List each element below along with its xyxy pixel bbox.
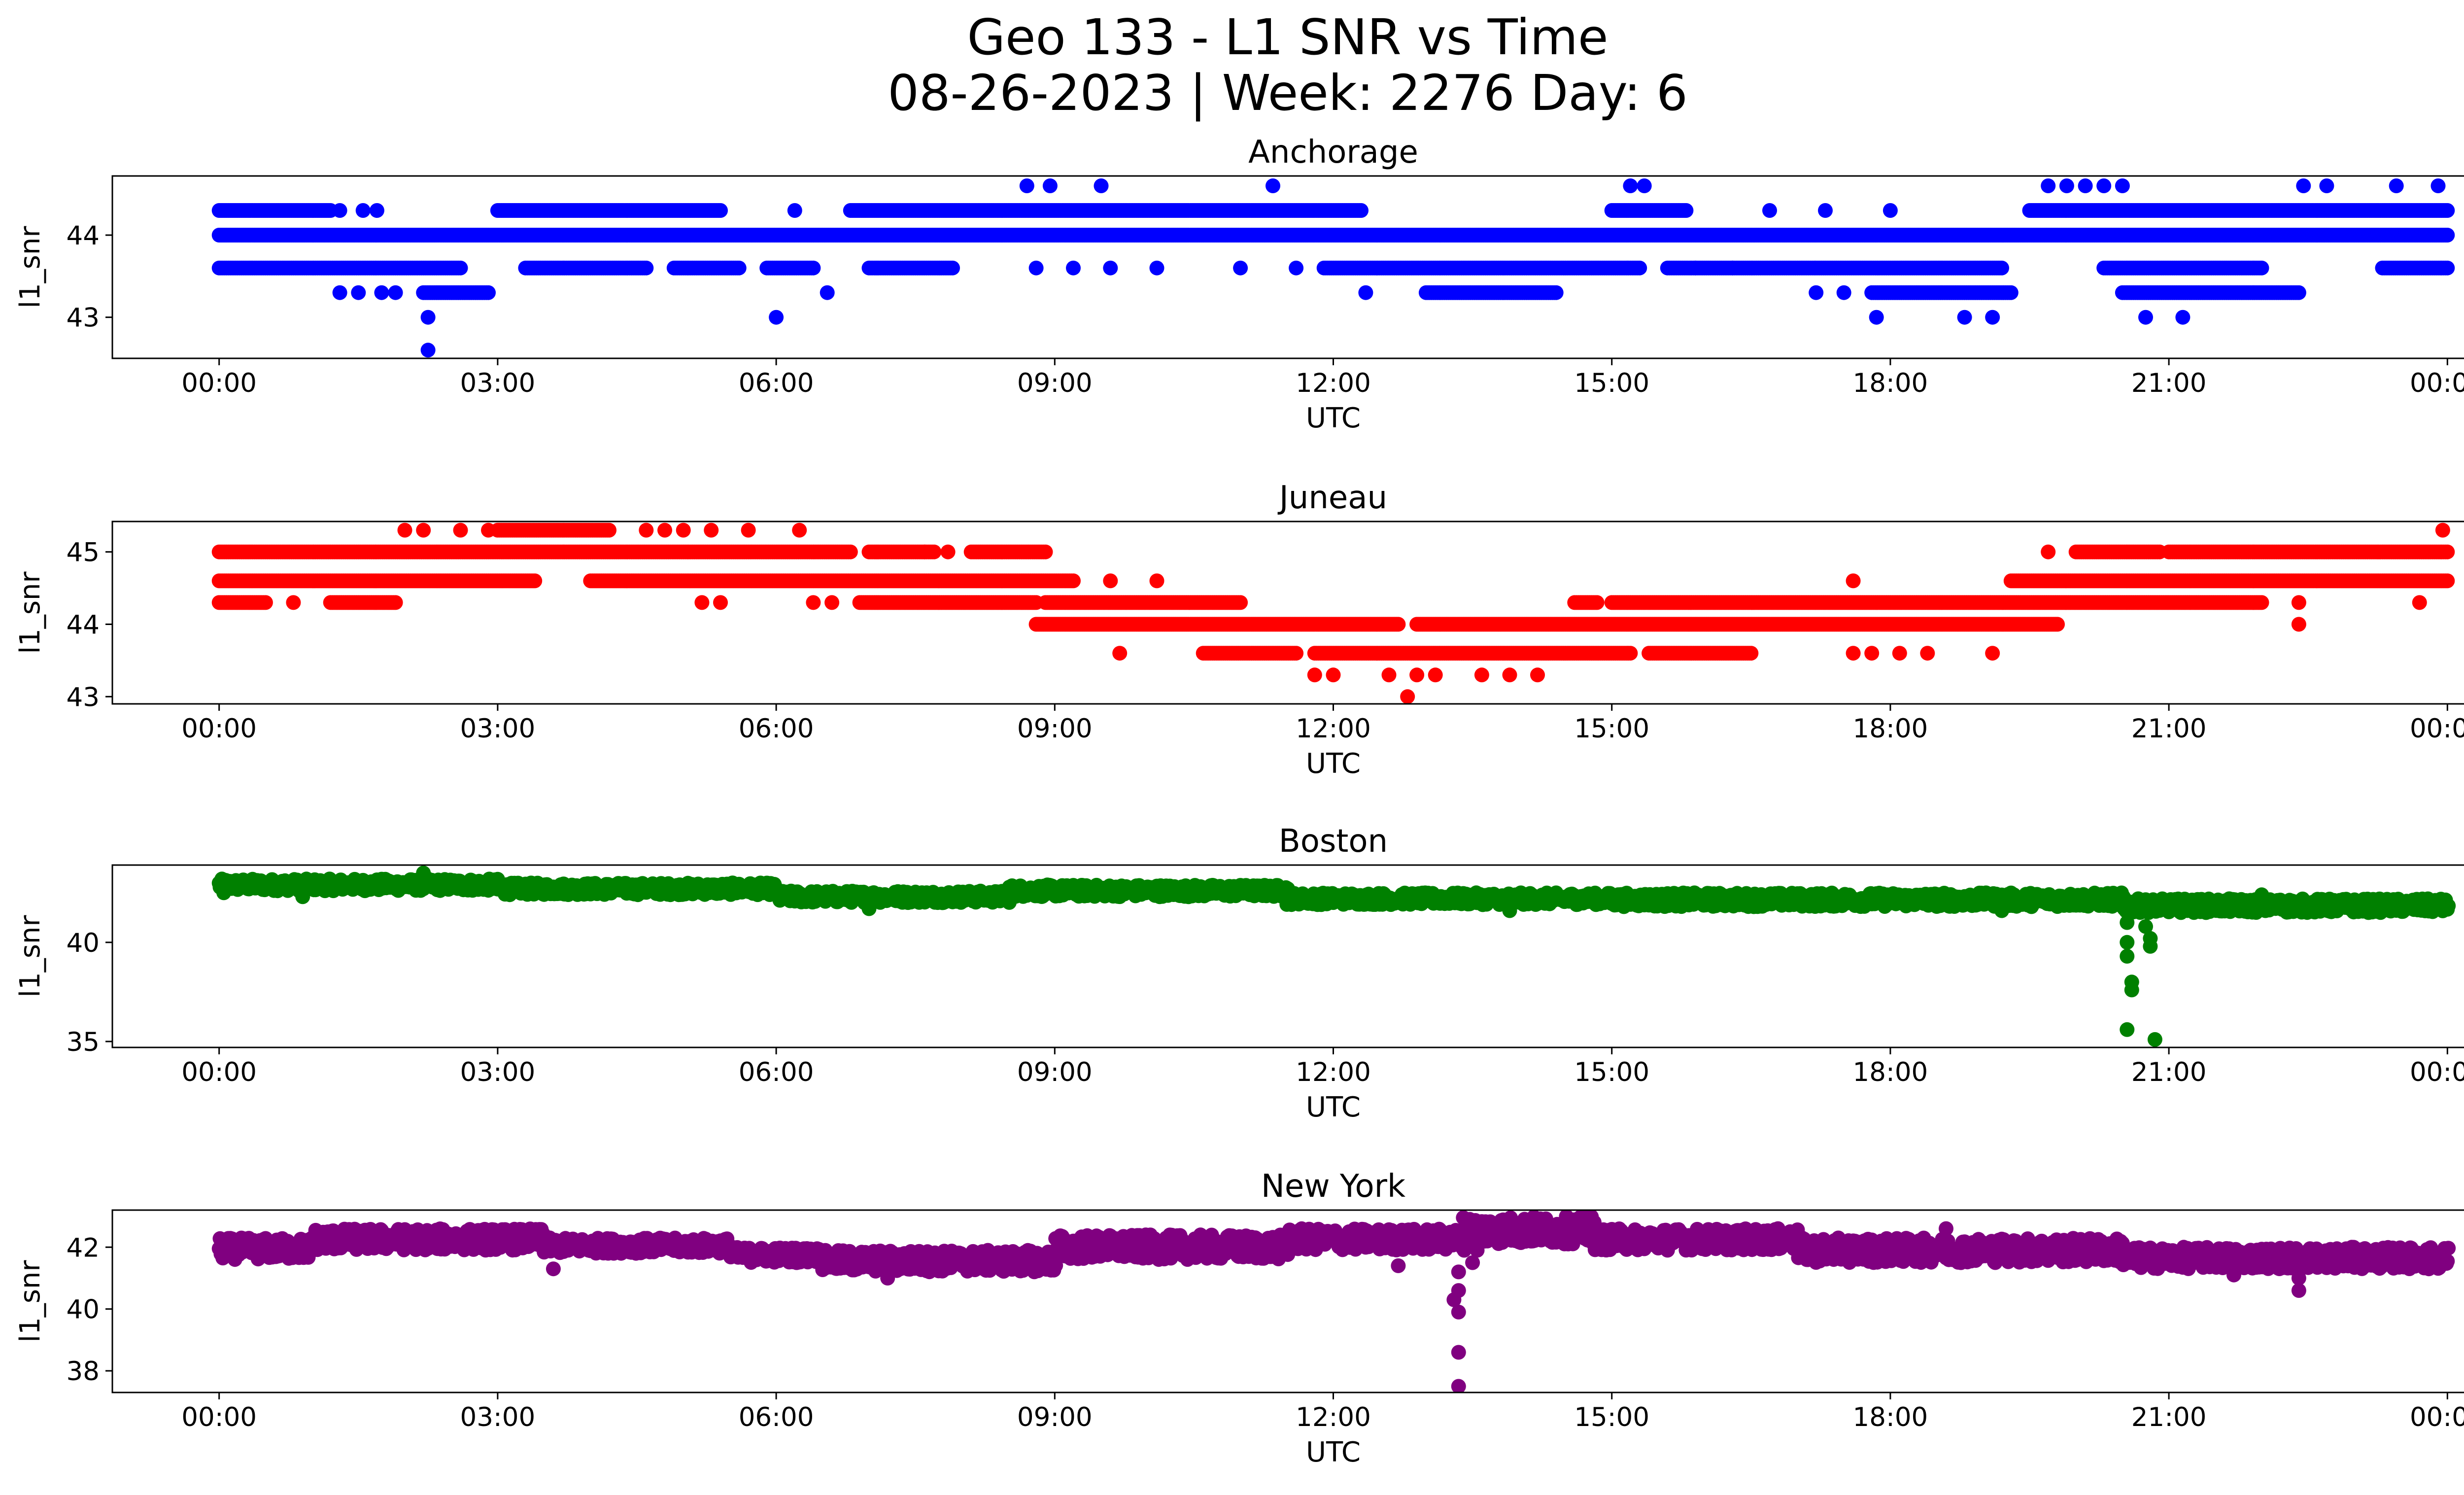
data-point [420, 310, 436, 325]
data-point [374, 285, 389, 300]
data-point [2440, 228, 2455, 243]
x-tick-label: 09:00 [1017, 368, 1093, 398]
data-point [388, 285, 403, 300]
data-point [2430, 178, 2446, 193]
data-point [2096, 178, 2112, 193]
data-point [420, 343, 436, 358]
data-point [713, 203, 728, 218]
data-point [1809, 285, 1824, 300]
data-point [2296, 178, 2311, 193]
subplot-title: Anchorage [1248, 134, 1418, 171]
data-point [843, 544, 858, 559]
data-point [1589, 595, 1605, 610]
data-point [945, 260, 960, 276]
scatter-points [211, 522, 2455, 704]
data-point [1623, 178, 1638, 193]
data-point [1678, 203, 1694, 218]
data-point [1632, 260, 1647, 276]
data-point [1869, 310, 1884, 325]
x-tick-label: 18:00 [1853, 368, 1928, 398]
data-point [787, 203, 802, 218]
data-point [2078, 178, 2093, 193]
data-point [2138, 310, 2153, 325]
data-point [1149, 260, 1164, 276]
data-point [2175, 310, 2190, 325]
data-point [1548, 285, 1564, 300]
y-axis-label: l1_snr [14, 226, 46, 309]
data-point [1289, 260, 1304, 276]
data-point [1358, 285, 1373, 300]
data-point [2440, 544, 2455, 559]
data-point [820, 285, 835, 300]
data-point [806, 260, 821, 276]
data-point [1233, 260, 1248, 276]
figure-title-line2: 08-26-2023 | Week: 2276 Day: 6 [888, 64, 1687, 122]
data-point [2440, 203, 2455, 218]
data-point [2254, 260, 2269, 276]
y-tick-label: 44 [67, 221, 100, 251]
data-point [1836, 285, 1851, 300]
scatter-points [211, 178, 2455, 358]
data-point [2254, 595, 2269, 610]
data-point [1038, 544, 1053, 559]
data-point [1994, 260, 2009, 276]
data-point [1354, 203, 1369, 218]
data-point [1042, 178, 1058, 193]
data-point [1103, 260, 1118, 276]
data-point [527, 573, 543, 589]
data-point [2319, 178, 2334, 193]
data-point [2291, 285, 2306, 300]
data-point [332, 285, 347, 300]
data-point [1094, 178, 1109, 193]
data-point [731, 260, 747, 276]
data-point [2059, 178, 2074, 193]
x-axis-label: UTC [1306, 402, 1361, 434]
data-point [2115, 178, 2130, 193]
data-point [639, 260, 654, 276]
data-point [1028, 260, 1044, 276]
x-tick-label: 06:00 [739, 368, 814, 398]
y-tick-label: 43 [67, 303, 100, 333]
data-point [1019, 178, 1034, 193]
data-point [332, 203, 347, 218]
subplot-title: Juneau [1277, 480, 1387, 516]
data-point [1637, 178, 1652, 193]
data-point [769, 310, 784, 325]
data-point [1882, 203, 1898, 218]
x-tick-label: 15:00 [1574, 368, 1649, 398]
x-tick-label: 21:00 [2131, 368, 2207, 398]
data-point [1066, 573, 1081, 589]
data-point [1688, 260, 1703, 276]
subplot-anchorage: Anchorage 00:00 03:00 06:00 09:00 12:00 15:00 1… [14, 134, 2464, 434]
x-tick-label: 00:00 [181, 368, 257, 398]
data-point [369, 203, 384, 218]
data-point [1725, 260, 1740, 276]
data-point [355, 203, 371, 218]
data-point [258, 595, 273, 610]
x-tick-label: 12:00 [1296, 368, 1371, 398]
data-point [1233, 595, 1248, 610]
subplots: Anchorage 00:00 03:00 06:00 09:00 12:00 15:00 1… [14, 134, 2464, 1468]
data-point [1066, 260, 1081, 276]
data-point [2440, 573, 2455, 589]
data-point [2041, 178, 2056, 193]
data-point [2003, 285, 2019, 300]
data-point [2440, 260, 2455, 276]
data-point [1818, 203, 1833, 218]
x-tick-label: 03:00 [460, 368, 535, 398]
data-point [351, 285, 366, 300]
data-point [481, 285, 496, 300]
data-point [453, 260, 468, 276]
figure-title-line1: Geo 133 - L1 SNR vs Time [967, 8, 1608, 66]
data-point [1957, 310, 1972, 325]
x-tick-label: 00:00 [2410, 368, 2464, 398]
data-point [1266, 178, 1280, 193]
data-point [1985, 310, 2000, 325]
data-point [388, 595, 403, 610]
data-point [2389, 178, 2404, 193]
data-point [1762, 203, 1777, 218]
